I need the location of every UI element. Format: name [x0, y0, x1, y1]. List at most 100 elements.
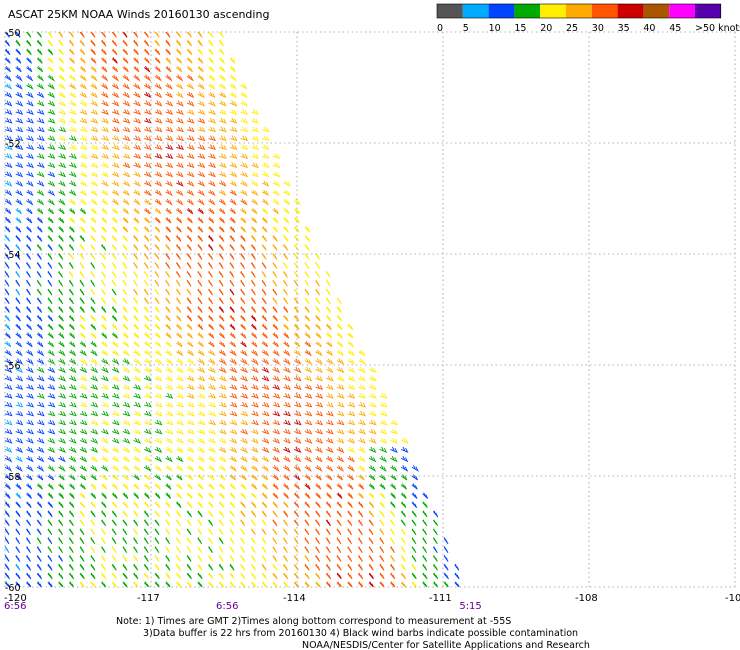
wind-barb — [336, 483, 343, 490]
wind-barb — [186, 492, 193, 499]
wind-barb — [58, 306, 64, 313]
wind-barb — [58, 474, 65, 481]
wind-barb — [15, 483, 22, 490]
wind-barb — [47, 65, 54, 73]
wind-barb — [293, 510, 300, 518]
wind-barb — [144, 358, 152, 365]
wind-barb — [5, 537, 10, 545]
wind-barb — [272, 537, 278, 545]
wind-barb — [400, 563, 406, 571]
wind-barb — [293, 392, 302, 399]
wind-barb — [176, 410, 184, 417]
legend-label: 30 — [592, 23, 604, 34]
wind-barb — [261, 483, 268, 490]
wind-barb — [58, 510, 64, 518]
wind-barb — [133, 384, 142, 391]
wind-barb — [68, 563, 74, 571]
wind-barb — [133, 74, 141, 82]
wind-barb — [229, 306, 235, 313]
wind-barb — [26, 235, 32, 242]
wind-barb — [411, 528, 417, 536]
wind-barb — [208, 519, 214, 527]
wind-barb — [68, 581, 75, 587]
wind-barb — [368, 519, 374, 527]
wind-barb — [304, 235, 310, 242]
wind-barb — [165, 528, 171, 536]
wind-barb — [154, 288, 160, 296]
wind-barb — [186, 537, 192, 545]
wind-barb — [186, 419, 195, 426]
wind-barb — [175, 501, 182, 509]
wind-barb — [133, 555, 139, 562]
wind-barb — [58, 581, 64, 587]
wind-barb — [261, 537, 267, 545]
wind-barb — [122, 375, 131, 382]
wind-barb — [229, 91, 238, 99]
wind-barb — [283, 366, 291, 374]
wind-barb — [229, 135, 238, 142]
wind-barb — [218, 39, 225, 47]
wind-barb — [325, 306, 332, 313]
wind-barb — [47, 74, 55, 82]
wind-barb — [26, 349, 34, 357]
wind-barb — [165, 384, 174, 391]
wind-barb — [133, 492, 140, 499]
wind-barb — [58, 332, 65, 339]
wind-barb — [197, 244, 203, 251]
wind-barb — [165, 455, 173, 463]
wind-barb — [26, 384, 34, 391]
wind-barb — [347, 392, 356, 399]
wind-barb — [36, 349, 45, 357]
wind-barb — [304, 288, 310, 296]
wind-barb — [272, 288, 278, 296]
wind-barb — [283, 501, 289, 509]
wind-barb — [186, 323, 193, 331]
wind-barb — [432, 519, 439, 527]
wind-barb — [218, 581, 225, 587]
wind-barb — [208, 428, 216, 435]
wind-barb — [165, 144, 174, 151]
wind-barb — [26, 39, 32, 47]
wind-barb — [101, 401, 109, 408]
wind-barb — [186, 546, 192, 554]
wind-barb — [390, 563, 396, 571]
wind-barb — [101, 465, 109, 472]
wind-barb — [368, 401, 377, 408]
wind-barb — [58, 375, 67, 382]
latitude-label: -54 — [5, 250, 21, 261]
wind-barb — [240, 563, 246, 571]
wind-barb — [47, 349, 55, 357]
wind-barb — [15, 207, 22, 215]
wind-barb — [218, 279, 224, 287]
wind-barb — [272, 244, 278, 251]
wind-barb — [218, 528, 224, 536]
wind-barb — [68, 465, 77, 472]
wind-barb — [58, 162, 67, 169]
wind-barb — [111, 253, 117, 260]
wind-barb — [58, 572, 64, 580]
wind-barb — [101, 144, 109, 151]
wind-barb — [58, 100, 66, 107]
wind-barb — [272, 198, 280, 206]
wind-barb — [283, 279, 288, 287]
wind-barb — [36, 235, 43, 242]
wind-barb — [133, 323, 140, 331]
wind-barb — [411, 519, 417, 527]
wind-barb — [144, 401, 152, 408]
legend-swatch — [488, 4, 515, 18]
wind-barb — [133, 39, 139, 47]
wind-barb — [208, 83, 216, 90]
wind-barb — [261, 437, 270, 444]
wind-barb — [36, 581, 43, 587]
wind-barb — [69, 144, 77, 151]
wind-barb — [336, 358, 345, 365]
wind-barb — [357, 501, 364, 509]
wind-barb — [111, 332, 118, 339]
wind-barb — [240, 91, 248, 99]
wind-barb — [15, 519, 21, 527]
wind-barb — [208, 349, 216, 357]
wind-barb — [165, 537, 171, 545]
wind-barb — [240, 546, 246, 554]
wind-barb — [176, 83, 184, 90]
legend-label: 40 — [643, 23, 655, 34]
